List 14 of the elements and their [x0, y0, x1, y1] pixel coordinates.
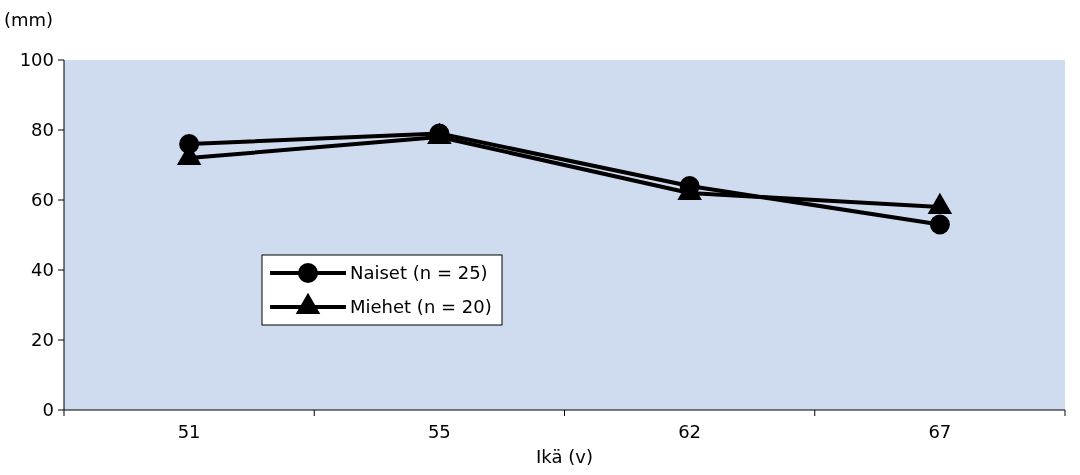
y-tick-label: 80	[31, 119, 54, 141]
y-tick-label: 0	[42, 399, 54, 421]
y-tick-label: 40	[31, 259, 54, 281]
x-tick-label: 51	[177, 421, 201, 442]
y-tick-label: 60	[31, 189, 54, 211]
legend-label: Naiset (n = 25)	[350, 262, 488, 284]
x-tick-label: 55	[427, 421, 451, 442]
x-tick-label: 62	[678, 421, 702, 442]
legend-label: Miehet (n = 20)	[350, 296, 492, 318]
y-tick-label: 20	[31, 329, 54, 351]
y-tick-label: 100	[19, 49, 54, 71]
x-tick-label: 67	[928, 421, 952, 442]
x-axis-title: Ikä (v)	[536, 446, 593, 467]
y-axis-title: (mm)	[4, 9, 54, 30]
